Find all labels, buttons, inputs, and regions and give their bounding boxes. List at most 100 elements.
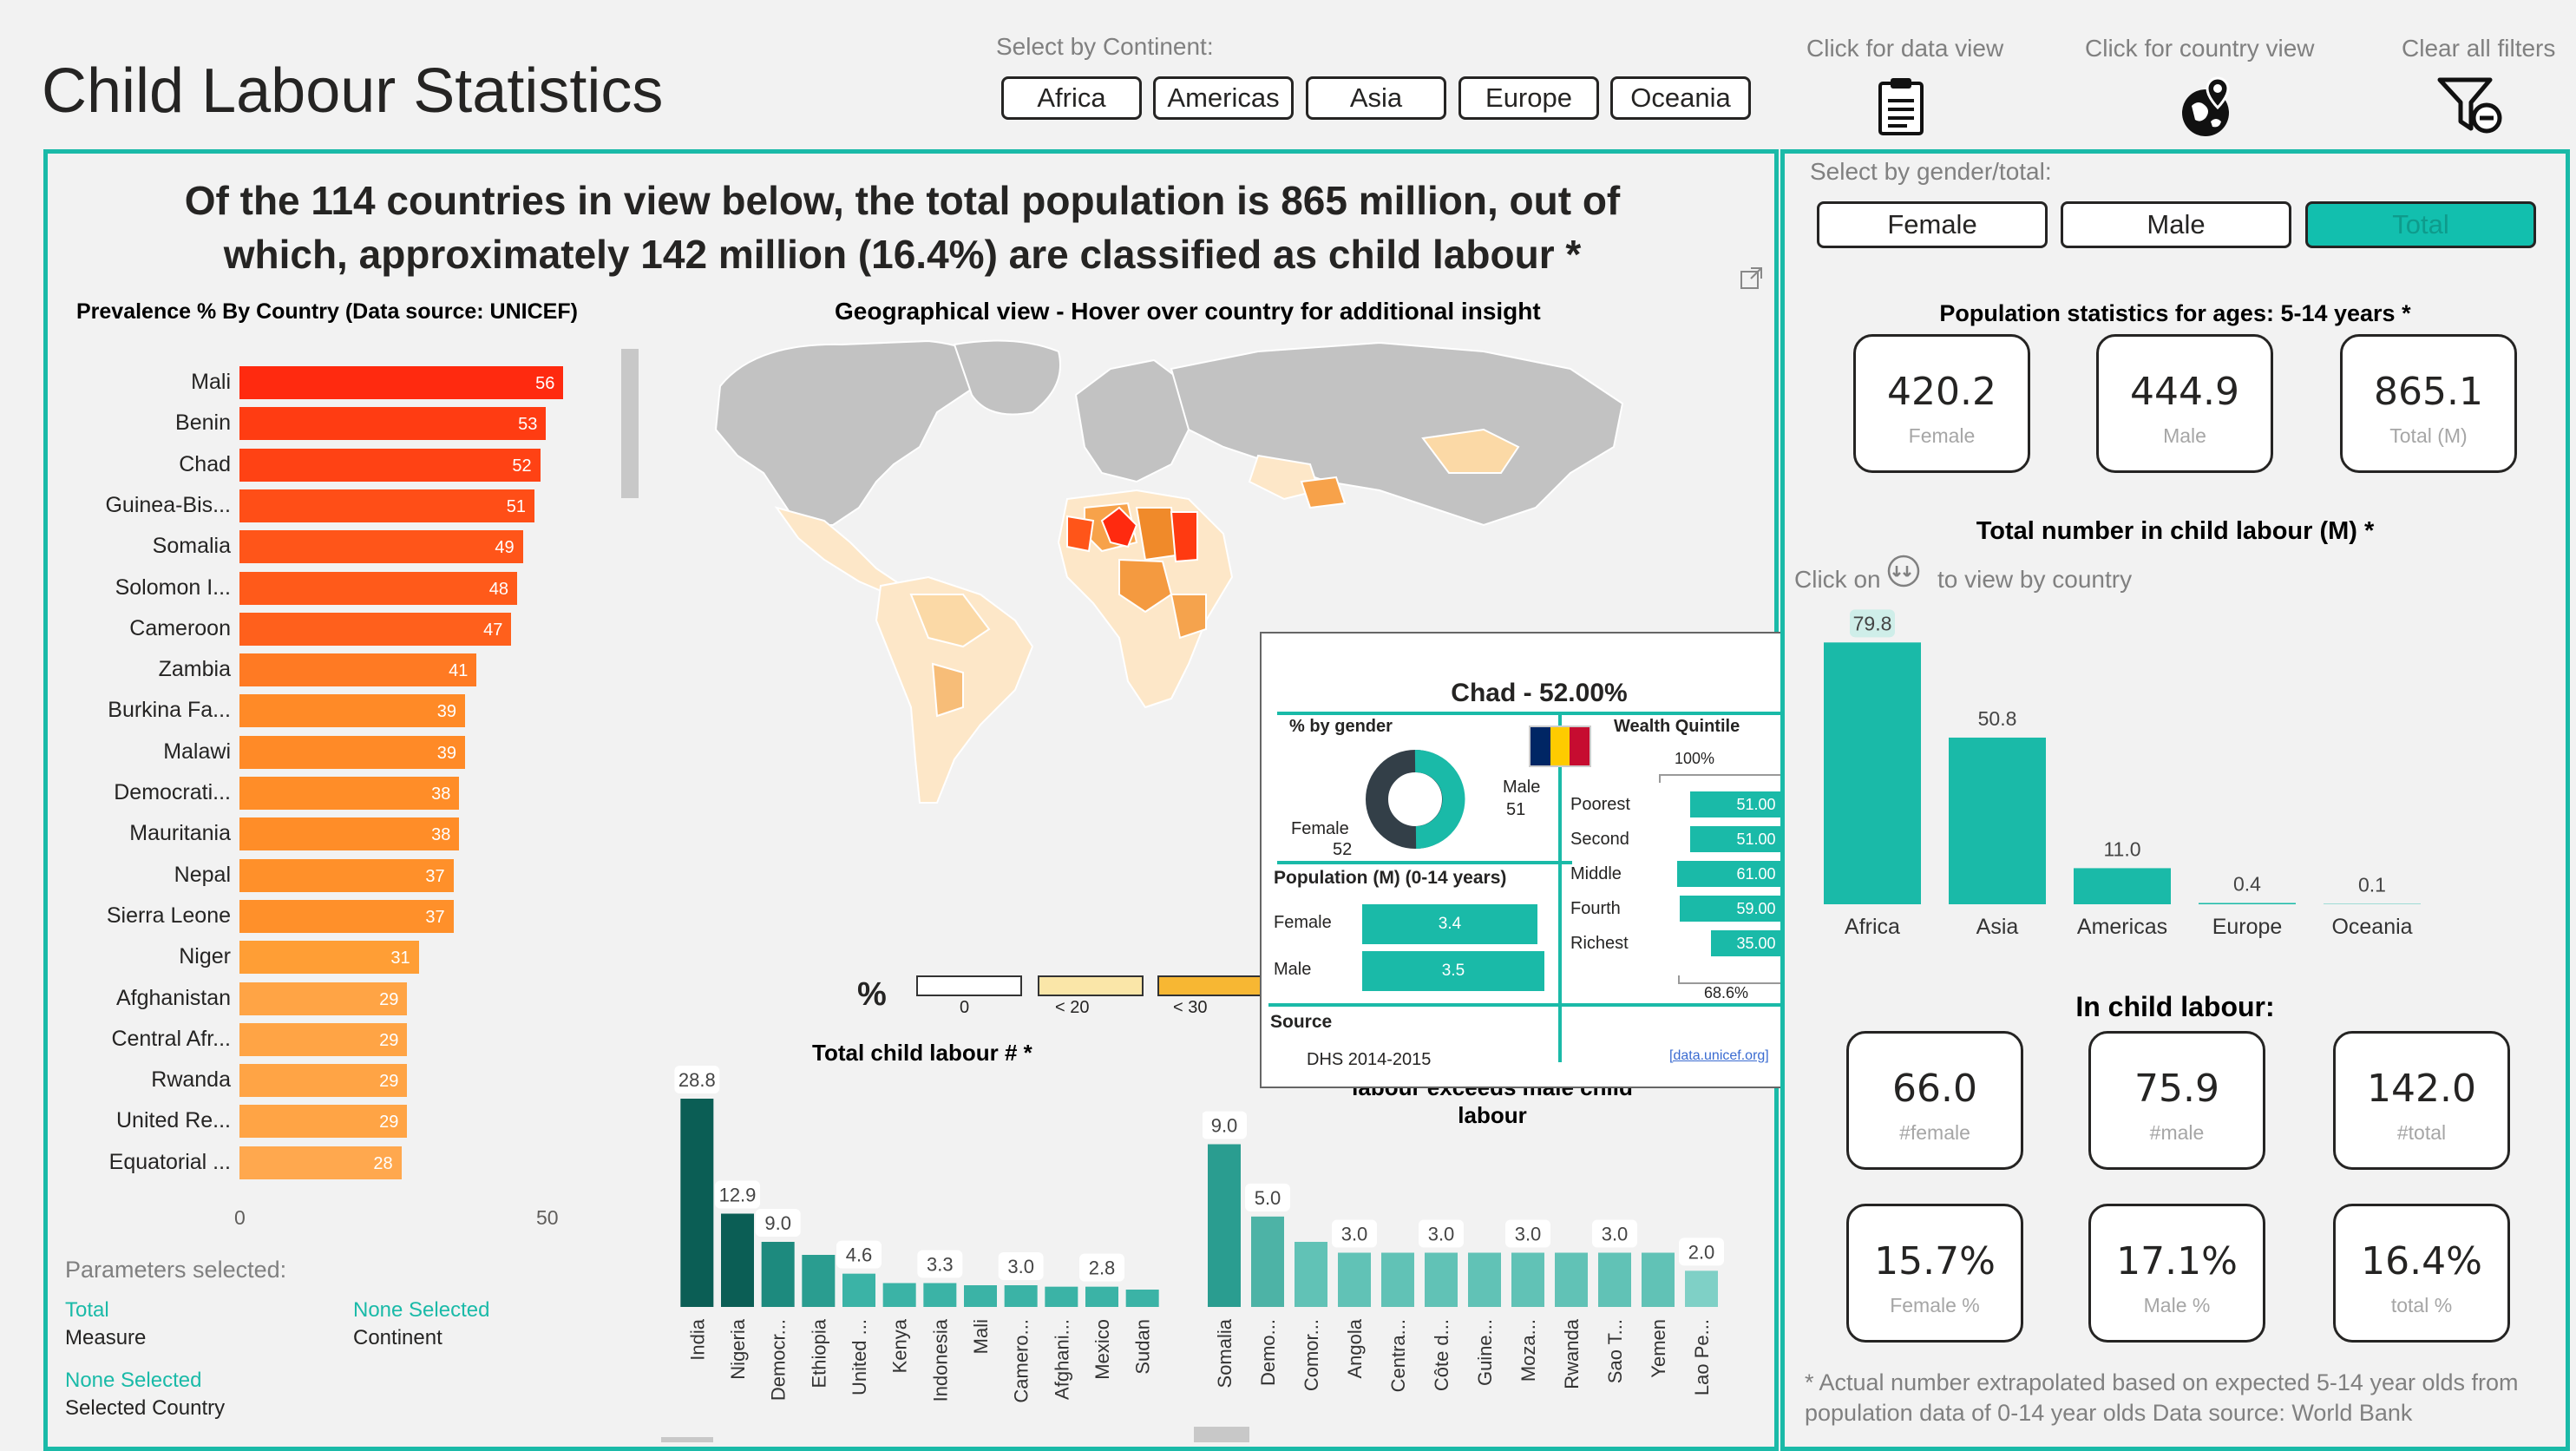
total-labour-bar[interactable] xyxy=(762,1242,795,1307)
exceed-bar[interactable] xyxy=(1555,1253,1588,1308)
focus-mode-icon[interactable] xyxy=(1739,265,1765,291)
continent-button-asia[interactable]: Asia xyxy=(1306,76,1446,120)
prevalence-bar[interactable]: 37 xyxy=(239,859,454,892)
exceed-bar[interactable] xyxy=(1511,1253,1544,1308)
prevalence-bar[interactable]: 29 xyxy=(239,982,407,1015)
prevalence-bar[interactable]: 52 xyxy=(239,449,541,482)
continent-bar[interactable] xyxy=(2199,903,2296,904)
total-labour-bar[interactable] xyxy=(842,1274,875,1307)
exceed-chart-scrollbar[interactable] xyxy=(1194,1427,1249,1442)
labour-female-value: 66.0 xyxy=(1849,1067,2021,1111)
total-labour-bar[interactable] xyxy=(1126,1290,1159,1307)
total-labour-data-label: 28.8 xyxy=(678,1069,716,1091)
clear-filter-icon[interactable] xyxy=(2436,75,2506,135)
map-greenland[interactable] xyxy=(954,341,1060,415)
map-north-america[interactable] xyxy=(716,341,989,525)
total-labour-bar[interactable] xyxy=(1085,1287,1118,1307)
exceed-bar[interactable] xyxy=(1295,1242,1327,1307)
prevalence-bar-label: Benin xyxy=(52,410,231,436)
pop-card-male: 444.9 Male xyxy=(2096,334,2273,473)
continent-button-americas[interactable]: Americas xyxy=(1153,76,1294,120)
prevalence-bar[interactable]: 41 xyxy=(239,653,476,686)
prevalence-bar[interactable]: 39 xyxy=(239,736,465,769)
tooltip-source-link[interactable]: [data.unicef.org] xyxy=(1669,1048,1769,1064)
pct-female-label: Female % xyxy=(1849,1294,2021,1317)
continent-button-africa[interactable]: Africa xyxy=(1001,76,1142,120)
prevalence-bar[interactable]: 37 xyxy=(239,900,454,933)
total-labour-bar[interactable] xyxy=(802,1255,835,1307)
map-europe[interactable] xyxy=(1076,360,1189,482)
prevalence-bar[interactable]: 31 xyxy=(239,941,419,974)
pct-total-value: 16.4% xyxy=(2336,1239,2507,1284)
prevalence-bar-label: Democrati... xyxy=(52,780,231,805)
exceed-bar[interactable] xyxy=(1381,1253,1414,1308)
prevalence-bar[interactable]: 29 xyxy=(239,1105,407,1138)
continent-category-label: Europe xyxy=(2212,915,2283,939)
prevalence-bar-value: 31 xyxy=(390,949,410,968)
prevalence-bar-value: 29 xyxy=(379,990,398,1010)
prevalence-bar[interactable]: 29 xyxy=(239,1064,407,1097)
continent-category-label: Americas xyxy=(2077,915,2167,939)
map-asia[interactable] xyxy=(1171,343,1622,525)
exceed-bar[interactable] xyxy=(1685,1270,1718,1307)
exceed-bar[interactable] xyxy=(1598,1253,1631,1308)
prevalence-bar[interactable]: 56 xyxy=(239,366,563,399)
prevalence-bar-value: 49 xyxy=(495,538,514,558)
tooltip-pop-male-bar: 3.5 xyxy=(1362,951,1544,991)
total-labour-bar[interactable] xyxy=(923,1284,956,1308)
prevalence-bar[interactable]: 49 xyxy=(239,530,523,563)
prevalence-bar[interactable]: 29 xyxy=(239,1023,407,1056)
total-labour-bar[interactable] xyxy=(964,1285,997,1307)
prevalence-bar[interactable]: 28 xyxy=(239,1146,402,1179)
clear-filters-label: Clear all filters xyxy=(2402,35,2555,62)
continent-category-label: Oceania xyxy=(2331,915,2412,939)
exceed-category-label: Lao Pe... xyxy=(1691,1319,1713,1395)
map-chad[interactable] xyxy=(1171,512,1197,561)
drill-down-icon[interactable] xyxy=(1886,554,1921,588)
exceed-category-label: Moza... xyxy=(1517,1319,1539,1382)
labour-card-total: 142.0 #total xyxy=(2333,1031,2510,1170)
prevalence-bar-label: Nepal xyxy=(52,863,231,888)
prevalence-bar[interactable]: 38 xyxy=(239,777,459,810)
total-labour-bar[interactable] xyxy=(1045,1287,1078,1307)
continent-bar[interactable] xyxy=(1824,642,1921,904)
exceed-bar[interactable] xyxy=(1425,1253,1458,1308)
prevalence-bar[interactable]: 39 xyxy=(239,694,465,727)
exceed-bar[interactable] xyxy=(1642,1253,1675,1308)
tooltip-pop-female-label: Female xyxy=(1274,913,1332,933)
prevalence-scrollbar[interactable] xyxy=(621,349,639,498)
continent-bar[interactable] xyxy=(1949,738,2046,904)
continent-data-label: 0.4 xyxy=(2233,872,2261,895)
total-labour-bar[interactable] xyxy=(721,1214,754,1308)
total-labour-category-label: India xyxy=(686,1318,708,1360)
labour-female-label: #female xyxy=(1849,1121,2021,1145)
labour-male-label: #male xyxy=(2091,1121,2263,1145)
continent-button-europe[interactable]: Europe xyxy=(1458,76,1599,120)
prevalence-bar[interactable]: 53 xyxy=(239,407,546,440)
continent-button-oceania[interactable]: Oceania xyxy=(1610,76,1751,120)
total-labour-bar[interactable] xyxy=(1005,1285,1038,1307)
total-labour-bar[interactable] xyxy=(680,1099,713,1307)
exceed-bar[interactable] xyxy=(1468,1253,1501,1308)
exceed-bar[interactable] xyxy=(1208,1145,1241,1308)
gender-button-female[interactable]: Female xyxy=(1817,201,2048,248)
exceed-data-label: 3.0 xyxy=(1428,1224,1455,1245)
pop-stats-title: Population statistics for ages: 5-14 yea… xyxy=(1780,300,2570,327)
prevalence-bar-label: Solomon I... xyxy=(52,575,231,601)
exceed-bar[interactable] xyxy=(1251,1217,1284,1307)
prevalence-bar-value: 39 xyxy=(437,744,456,764)
gender-button-male[interactable]: Male xyxy=(2061,201,2291,248)
gender-button-total[interactable]: Total xyxy=(2305,201,2536,248)
total-labour-chart: 28.8India12.9Nigeria9.0Democr...Ethiopia… xyxy=(668,1050,1171,1432)
continent-bar[interactable] xyxy=(2074,868,2171,904)
total-labour-bar[interactable] xyxy=(883,1284,916,1308)
prevalence-bar[interactable]: 51 xyxy=(239,489,534,522)
prevalence-bar[interactable]: 38 xyxy=(239,817,459,850)
globe-pin-icon[interactable] xyxy=(2179,75,2235,139)
total-chart-scrollbar[interactable] xyxy=(661,1437,713,1442)
prevalence-bar[interactable]: 48 xyxy=(239,572,517,605)
prevalence-bar[interactable]: 47 xyxy=(239,613,511,646)
clipboard-icon[interactable] xyxy=(1877,76,1925,137)
exceed-bar[interactable] xyxy=(1338,1253,1371,1308)
tooltip-gender-title: % by gender xyxy=(1289,717,1393,737)
